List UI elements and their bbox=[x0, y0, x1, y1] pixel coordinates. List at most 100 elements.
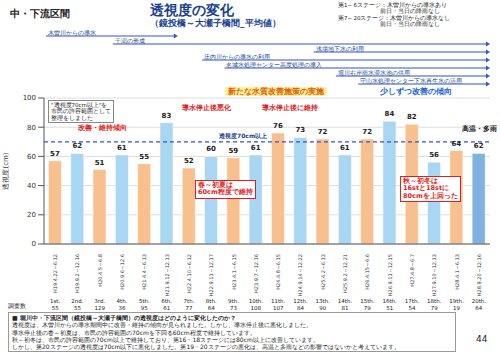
svg-text:61: 61 bbox=[340, 144, 350, 152]
svg-text:11th.: 11th. bbox=[271, 298, 286, 304]
svg-text:95: 95 bbox=[141, 305, 148, 311]
svg-text:浅場地下水の利用: 浅場地下水の利用 bbox=[316, 46, 364, 52]
svg-text:84: 84 bbox=[385, 110, 395, 118]
svg-text:H26.4.15～6.6: H26.4.15～6.6 bbox=[364, 254, 370, 290]
html-text:44: 44 bbox=[476, 334, 488, 344]
svg-text:H20.9.6～12.6: H20.9.6～12.6 bbox=[119, 254, 125, 290]
svg-text:名城水処理センター高度処理の導入: 名城水処理センター高度処理の導入 bbox=[226, 61, 322, 68]
svg-text:90: 90 bbox=[319, 305, 326, 311]
svg-text:2nd.: 2nd. bbox=[71, 298, 83, 304]
svg-text:H22.9.11～12.17: H22.9.11～12.17 bbox=[208, 254, 214, 296]
svg-text:62: 62 bbox=[72, 142, 82, 150]
svg-text:19th.: 19th. bbox=[449, 298, 464, 304]
svg-text:12th.: 12th. bbox=[293, 298, 308, 304]
svg-text:79: 79 bbox=[431, 305, 438, 311]
svg-text:H25.9.2～12.21: H25.9.2～12.21 bbox=[342, 254, 348, 293]
svg-text:10th.: 10th. bbox=[249, 298, 264, 304]
svg-text:73: 73 bbox=[295, 126, 305, 134]
svg-text:61: 61 bbox=[117, 144, 127, 152]
svg-text:100: 100 bbox=[23, 94, 36, 102]
svg-text:61: 61 bbox=[251, 144, 261, 152]
svg-text:60: 60 bbox=[206, 145, 216, 153]
svg-text:52: 52 bbox=[184, 157, 194, 165]
svg-text:60: 60 bbox=[27, 153, 36, 161]
svg-text:6th.: 6th. bbox=[161, 298, 172, 304]
svg-text:8th.: 8th. bbox=[206, 298, 217, 304]
svg-text:55: 55 bbox=[139, 153, 149, 161]
svg-text:木曽川からの導水: 木曽川からの導水 bbox=[48, 29, 96, 36]
svg-text:3rd.: 3rd. bbox=[94, 298, 105, 304]
svg-text:4th.: 4th. bbox=[117, 298, 128, 304]
svg-text:H19.9.2～12.16: H19.9.2～12.16 bbox=[74, 254, 80, 293]
svg-text:H27.4.8～6.7: H27.4.8～6.7 bbox=[409, 254, 415, 287]
svg-text:5th.: 5th. bbox=[139, 298, 150, 304]
svg-text:72: 72 bbox=[318, 128, 328, 136]
svg-text:H21.4.4～6.13: H21.4.4～6.13 bbox=[141, 254, 147, 290]
svg-text:51: 51 bbox=[95, 159, 105, 167]
svg-text:64: 64 bbox=[451, 140, 461, 148]
svg-text:14th.: 14th. bbox=[338, 298, 353, 304]
html-text:中・下流区間: 中・下流区間 bbox=[10, 8, 70, 19]
svg-text:H25.4.2～6.13: H25.4.2～6.13 bbox=[320, 254, 326, 290]
svg-text:57: 57 bbox=[50, 150, 60, 158]
svg-text:13th.: 13th. bbox=[316, 298, 331, 304]
svg-text:堀川右岸雨水滞水池の供用: 堀川右岸雨水滞水池の供用 bbox=[337, 70, 410, 76]
svg-text:H22.4.10～6.12: H22.4.10～6.12 bbox=[186, 254, 192, 293]
svg-text:107: 107 bbox=[273, 305, 284, 311]
svg-text:1st.: 1st. bbox=[50, 298, 61, 304]
svg-text:73: 73 bbox=[230, 305, 237, 311]
svg-text:61: 61 bbox=[163, 305, 170, 311]
svg-text:H23.9.7～12.16: H23.9.7～12.16 bbox=[253, 254, 259, 293]
svg-text:H20.4.5～6.8: H20.4.5～6.8 bbox=[97, 254, 103, 287]
svg-text:81: 81 bbox=[342, 305, 349, 311]
svg-text:79: 79 bbox=[364, 305, 371, 311]
svg-text:庄内川からの導水の利用: 庄内川からの導水の利用 bbox=[204, 53, 270, 60]
svg-text:55: 55 bbox=[74, 305, 81, 311]
svg-text:83: 83 bbox=[162, 112, 172, 120]
svg-text:64: 64 bbox=[208, 305, 215, 311]
svg-text:80: 80 bbox=[27, 124, 36, 132]
svg-text:129: 129 bbox=[95, 305, 106, 311]
svg-text:17th.: 17th. bbox=[405, 298, 420, 304]
svg-text:守山水処理センター下水再生水の活用: 守山水処理センター下水再生水の活用 bbox=[360, 77, 462, 84]
html-text:少しずつ改善の傾向: 少しずつ改善の傾向 bbox=[380, 87, 452, 96]
svg-text:56: 56 bbox=[429, 151, 439, 159]
svg-text:15th.: 15th. bbox=[360, 298, 375, 304]
svg-text:16th.: 16th. bbox=[382, 298, 397, 304]
svg-text:54: 54 bbox=[408, 305, 415, 311]
svg-text:H26.9.11～12.15: H26.9.11～12.15 bbox=[387, 254, 393, 296]
svg-text:透視度(cm): 透視度(cm) bbox=[2, 152, 10, 189]
svg-text:77: 77 bbox=[185, 305, 192, 311]
svg-text:59: 59 bbox=[228, 147, 238, 155]
svg-text:76: 76 bbox=[273, 122, 283, 130]
svg-text:64: 64 bbox=[475, 305, 482, 311]
svg-text:H19.4.22～6.12: H19.4.22～6.12 bbox=[52, 254, 58, 293]
svg-text:20th.: 20th. bbox=[472, 298, 487, 304]
svg-text:H21.9.12～12.13: H21.9.12～12.13 bbox=[164, 254, 170, 296]
svg-text:82: 82 bbox=[407, 113, 417, 121]
html-text:（鏡投橋～大瀬子橋間_平均値）: （鏡投橋～大瀬子橋間_平均値） bbox=[150, 18, 281, 28]
svg-text:干潟の形成: 干潟の形成 bbox=[115, 38, 145, 44]
svg-text:7th.: 7th. bbox=[184, 298, 195, 304]
svg-text:108: 108 bbox=[251, 305, 262, 311]
svg-text:72: 72 bbox=[362, 128, 372, 136]
svg-text:20: 20 bbox=[27, 211, 36, 219]
svg-text:H28.9.20～12.16: H28.9.20～12.16 bbox=[476, 254, 482, 296]
svg-text:36: 36 bbox=[119, 305, 126, 311]
svg-text:51: 51 bbox=[386, 305, 393, 311]
html-text:透視度の変化: 透視度の変化 bbox=[150, 2, 234, 18]
html-text:新たな水質改善施策の実施: 新たな水質改善施策の実施 bbox=[228, 87, 324, 96]
svg-text:55: 55 bbox=[52, 305, 59, 311]
svg-text:H23.4.1～6.15: H23.4.1～6.15 bbox=[231, 254, 237, 290]
svg-text:84: 84 bbox=[297, 305, 304, 311]
svg-text:62: 62 bbox=[474, 142, 484, 150]
svg-text:40: 40 bbox=[27, 182, 36, 190]
svg-text:18th.: 18th. bbox=[427, 298, 442, 304]
svg-text:19: 19 bbox=[453, 305, 460, 311]
svg-text:9th.: 9th. bbox=[228, 298, 239, 304]
svg-text:H28.4.1～6.13: H28.4.1～6.13 bbox=[454, 254, 460, 290]
svg-text:H27.9.10～12.13: H27.9.10～12.13 bbox=[431, 254, 437, 296]
svg-text:H24.9.14～12.22: H24.9.14～12.22 bbox=[297, 254, 303, 296]
svg-text:H24.4.8～6.15: H24.4.8～6.15 bbox=[275, 254, 281, 290]
svg-text:0: 0 bbox=[32, 240, 36, 248]
